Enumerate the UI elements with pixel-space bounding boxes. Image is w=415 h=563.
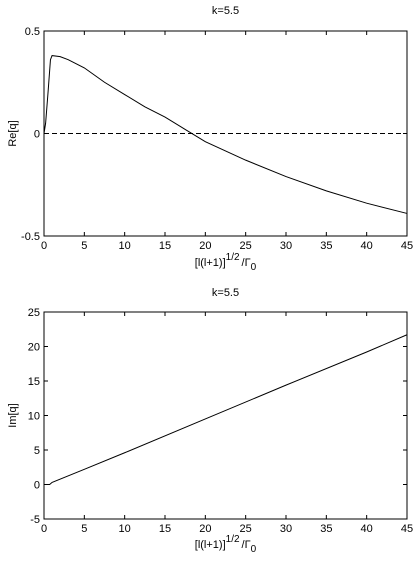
y-tick-label: -5 (30, 514, 40, 526)
x-tick-label: 35 (320, 240, 332, 252)
x-tick-label: 15 (159, 523, 171, 535)
x-tick-label: 40 (361, 523, 373, 535)
x-tick-label: 40 (361, 240, 373, 252)
x-tick-label: 0 (41, 240, 47, 252)
y-tick-label: 10 (28, 411, 40, 423)
x-tick-label: 20 (199, 523, 211, 535)
x-label-base: [l(l+1)] (195, 257, 226, 269)
x-tick-label: 15 (159, 240, 171, 252)
chart-title: k=5.5 (212, 5, 239, 17)
data-line (44, 334, 408, 485)
x-label-mid: /Γ (242, 257, 251, 269)
y-tick-label: 25 (28, 307, 40, 319)
x-tick-label: 5 (81, 240, 87, 252)
chart-title: k=5.5 (212, 287, 239, 299)
x-tick-label: 30 (280, 240, 292, 252)
x-tick-label: 20 (199, 240, 211, 252)
x-tick-label: 10 (119, 523, 131, 535)
x-tick-label: 45 (401, 523, 413, 535)
x-tick-label: 0 (41, 523, 47, 535)
x-tick-label: 10 (119, 240, 131, 252)
x-axis-label: [l(l+1)]1/2/Γ0 (195, 252, 257, 273)
y-tick-label: 0 (34, 480, 40, 492)
x-label-mid: /Γ (242, 539, 251, 551)
x-tick-label: 30 (280, 523, 292, 535)
y-tick-label: 15 (28, 376, 40, 388)
y-tick-label: -0.5 (21, 231, 40, 243)
axes-box (43, 311, 408, 520)
x-tick-label: 25 (240, 240, 252, 252)
x-axis-label: [l(l+1)]1/2/Γ0 (195, 534, 257, 555)
y-axis-label: Im[q] (7, 403, 19, 427)
data-line (43, 55, 408, 214)
x-label-sup: 1/2 (226, 534, 240, 545)
y-axis-label: Re[q] (7, 120, 19, 146)
y-tick-label: 0 (34, 129, 40, 141)
y-tick-label: 0.5 (25, 26, 40, 38)
y-tick-label: 20 (28, 342, 40, 354)
x-label-sup: 1/2 (226, 252, 240, 263)
x-tick-label: 25 (240, 523, 252, 535)
x-tick-label: 45 (401, 240, 413, 252)
x-label-sub: 0 (251, 544, 257, 555)
x-label-sub: 0 (251, 262, 257, 273)
x-tick-label: 35 (320, 523, 332, 535)
x-label-base: [l(l+1)] (195, 539, 226, 551)
x-tick-label: 5 (81, 523, 87, 535)
y-tick-label: 5 (34, 445, 40, 457)
